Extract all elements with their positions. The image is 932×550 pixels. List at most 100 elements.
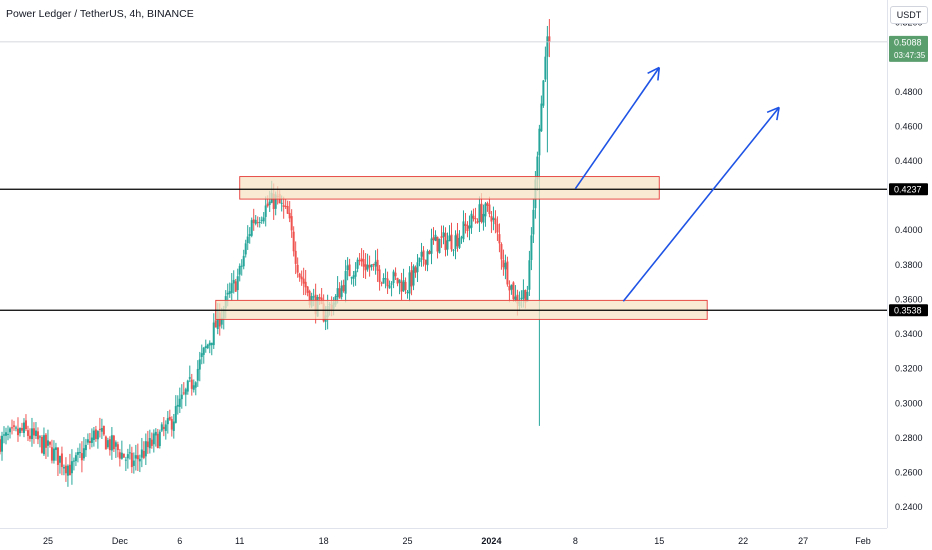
- candle-body: [96, 431, 99, 440]
- candle-body: [168, 416, 171, 420]
- candle-body: [416, 262, 419, 273]
- candle-body: [38, 436, 41, 438]
- candle-body: [86, 439, 89, 443]
- candle-body: [498, 234, 501, 244]
- candle-body: [284, 205, 287, 207]
- candle-body: [228, 291, 231, 294]
- candle-body: [202, 347, 205, 355]
- candle-body: [40, 436, 43, 453]
- candle-body: [30, 428, 33, 440]
- candle-body: [186, 380, 189, 392]
- candle-body: [142, 450, 145, 458]
- candle-body: [44, 434, 47, 448]
- candle-body: [420, 251, 423, 257]
- support-price-badge-text: 0.3538: [894, 306, 922, 316]
- trend-arrow-1[interactable]: [574, 67, 660, 190]
- candle-body: [340, 285, 343, 297]
- candle-body: [396, 277, 399, 284]
- candle-body: [424, 259, 427, 265]
- arrow-head: [776, 107, 780, 121]
- time-tick-label: 6: [177, 536, 182, 546]
- candle-body: [54, 447, 57, 450]
- candle-body: [364, 264, 367, 271]
- time-tick-label: 22: [738, 536, 748, 546]
- candle-body: [388, 285, 391, 289]
- candle-body: [98, 428, 101, 430]
- candle-body: [26, 430, 29, 436]
- candle-body: [476, 221, 479, 224]
- candle-body: [390, 283, 393, 285]
- candle-body: [12, 425, 15, 427]
- candle-body: [354, 270, 357, 277]
- candle-body: [530, 235, 533, 261]
- arrow-head: [766, 106, 780, 114]
- candle-body: [282, 205, 285, 207]
- candle-body: [226, 292, 229, 295]
- candle-body: [426, 251, 429, 266]
- candle-body: [460, 236, 463, 238]
- candle-body: [94, 429, 97, 439]
- candle-body: [532, 209, 535, 235]
- candle-body: [358, 260, 361, 262]
- candle-body: [150, 439, 153, 446]
- candle-body: [212, 322, 215, 346]
- price-tick-label: 0.3800: [895, 260, 923, 270]
- candle-body: [198, 359, 201, 370]
- candle-body: [516, 294, 519, 304]
- candle-body: [36, 431, 39, 440]
- candle-body: [246, 236, 249, 244]
- candle-body: [172, 421, 175, 431]
- candle-body: [254, 219, 257, 224]
- candle-body: [304, 281, 307, 288]
- candle-body: [112, 435, 115, 450]
- candle-body: [248, 234, 251, 237]
- candle-body: [496, 224, 499, 233]
- candle-body: [16, 428, 19, 436]
- candle-body: [244, 243, 247, 255]
- candle-body: [490, 216, 493, 222]
- time-tick-label: Feb: [855, 536, 871, 546]
- candle-body: [154, 431, 157, 436]
- candle-body: [468, 225, 471, 229]
- candle-body: [120, 452, 123, 459]
- candle-body: [466, 225, 469, 232]
- candle-body: [82, 448, 85, 459]
- candle-body: [538, 128, 541, 156]
- time-tick-label: 8: [573, 536, 578, 546]
- candle-body: [342, 284, 345, 292]
- candle-body: [22, 422, 25, 433]
- candle-body: [126, 454, 129, 459]
- candle-body: [464, 223, 467, 226]
- candle-body: [260, 219, 263, 221]
- candle-body: [250, 220, 253, 236]
- trend-arrow-2[interactable]: [622, 106, 780, 302]
- candle-body: [434, 234, 437, 241]
- candle-body: [492, 217, 495, 220]
- candle-body: [90, 437, 93, 443]
- candle-body: [56, 447, 59, 465]
- resistance-zone[interactable]: [239, 176, 660, 200]
- currency-button[interactable]: USDT: [890, 6, 928, 24]
- candle-body: [102, 425, 105, 435]
- candle-body: [474, 218, 477, 220]
- time-tick-label: Dec: [112, 536, 129, 546]
- candle-body: [80, 453, 83, 461]
- candle-body: [378, 269, 381, 283]
- candle-body: [274, 194, 277, 209]
- candle-body: [480, 203, 483, 222]
- candle-body: [522, 290, 525, 299]
- candle-body: [344, 270, 347, 294]
- candle-body: [400, 281, 403, 292]
- candle-body: [336, 288, 339, 297]
- candle-body: [78, 452, 81, 454]
- candle-body: [548, 36, 551, 42]
- candle-body: [74, 455, 77, 462]
- price-tick-label: 0.4800: [895, 87, 923, 97]
- candle-body: [174, 406, 177, 423]
- candle-body: [308, 291, 311, 305]
- candle-body: [200, 353, 203, 357]
- candle-body: [524, 290, 527, 303]
- candle-body: [526, 291, 529, 302]
